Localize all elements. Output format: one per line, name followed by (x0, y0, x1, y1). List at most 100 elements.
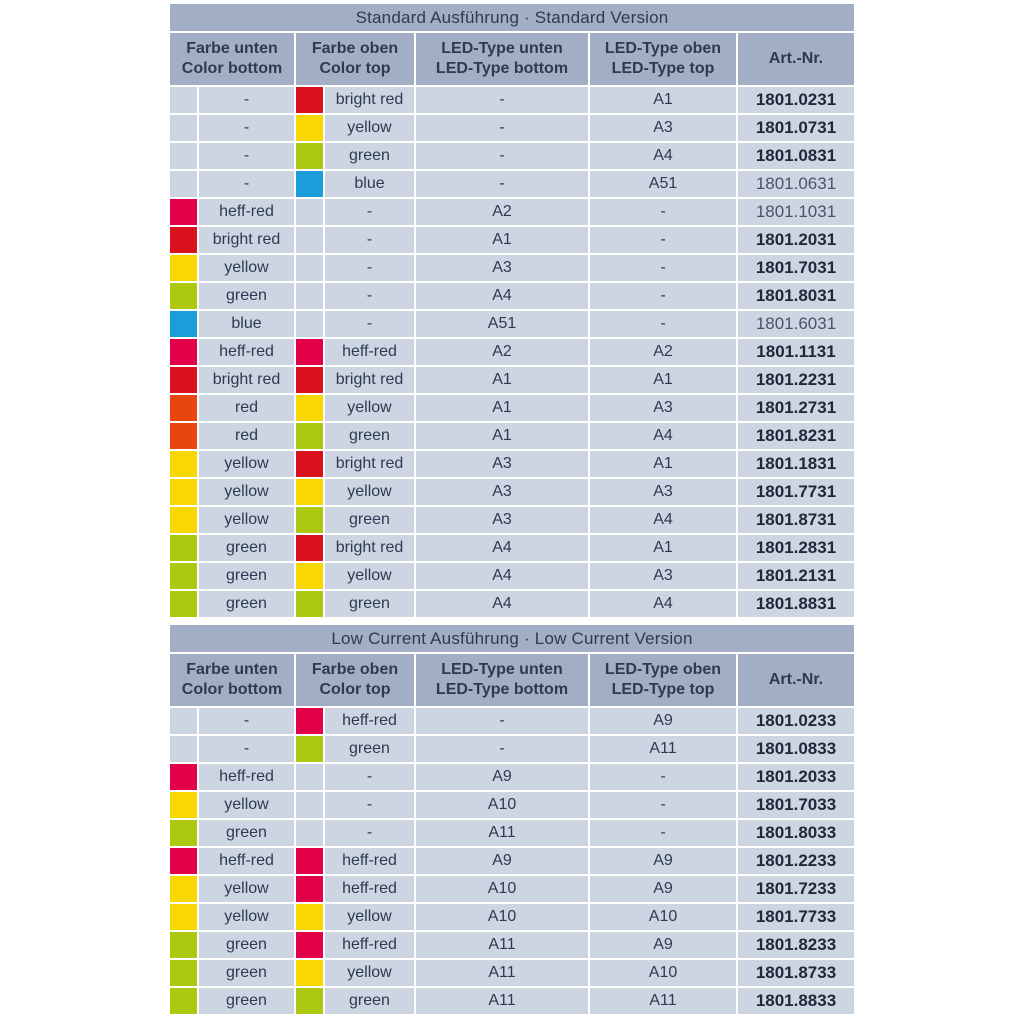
column-header-line2: LED-Type bottom (435, 60, 569, 77)
led-type-bottom-value: A2 (416, 339, 588, 365)
column-header-line1: Farbe unten (186, 661, 278, 678)
led-type-bottom-value: A3 (416, 479, 588, 505)
led-type-bottom-value: - (416, 171, 588, 197)
art-nr-value: 1801.2131 (738, 563, 854, 589)
led-type-top-value: - (590, 820, 736, 846)
art-nr-value: 1801.2831 (738, 535, 854, 561)
table-row: - yellow - A3 1801.0731 (170, 115, 854, 141)
color-top-label: yellow (325, 395, 414, 421)
art-nr-value: 1801.0831 (738, 143, 854, 169)
color-bottom-swatch (170, 591, 197, 617)
color-top-label: - (325, 283, 414, 309)
column-header-led-type-oben: LED-Type oben LED-Type top (590, 654, 736, 706)
color-top-swatch (296, 591, 323, 617)
table-row: - blue - A51 1801.0631 (170, 171, 854, 197)
led-type-top-value: - (590, 311, 736, 337)
color-top-label: - (325, 311, 414, 337)
color-bottom-swatch (170, 395, 197, 421)
color-bottom-swatch (170, 115, 197, 141)
art-nr-value: 1801.0833 (738, 736, 854, 762)
led-type-top-value: A2 (590, 339, 736, 365)
table-row: yellow bright red A3 A1 1801.1831 (170, 451, 854, 477)
color-bottom-swatch (170, 563, 197, 589)
led-type-top-value: A9 (590, 848, 736, 874)
table-row: - heff-red - A9 1801.0233 (170, 708, 854, 734)
color-bottom-label: green (199, 932, 294, 958)
led-type-bottom-value: A10 (416, 876, 588, 902)
standard-version-table: Standard Ausführung · Standard Version F… (170, 4, 854, 617)
led-type-bottom-value: A3 (416, 451, 588, 477)
column-header-led-type-unten: LED-Type unten LED-Type bottom (416, 33, 588, 85)
column-header-line1: LED-Type unten (441, 40, 563, 57)
art-nr-value: 1801.0233 (738, 708, 854, 734)
column-header-line1: Art.-Nr. (768, 50, 824, 67)
art-nr-value: 1801.8733 (738, 960, 854, 986)
column-header-farbe-unten: Farbe unten Color bottom (170, 33, 294, 85)
color-top-swatch (296, 932, 323, 958)
color-top-swatch (296, 395, 323, 421)
color-bottom-swatch (170, 708, 197, 734)
color-top-label: green (325, 143, 414, 169)
color-bottom-swatch (170, 227, 197, 253)
led-type-top-value: A4 (590, 507, 736, 533)
color-bottom-swatch (170, 199, 197, 225)
led-type-top-value: A3 (590, 479, 736, 505)
led-type-top-value: - (590, 283, 736, 309)
color-bottom-label: heff-red (199, 199, 294, 225)
color-top-swatch (296, 792, 323, 818)
table-row: yellow heff-red A10 A9 1801.7233 (170, 876, 854, 902)
color-bottom-label: heff-red (199, 764, 294, 790)
led-type-top-value: A3 (590, 395, 736, 421)
led-type-top-value: A3 (590, 115, 736, 141)
table-row: green bright red A4 A1 1801.2831 (170, 535, 854, 561)
color-bottom-swatch (170, 848, 197, 874)
led-type-top-value: A4 (590, 143, 736, 169)
color-top-swatch (296, 367, 323, 393)
art-nr-value: 1801.7233 (738, 876, 854, 902)
color-bottom-swatch (170, 876, 197, 902)
color-top-label: - (325, 199, 414, 225)
led-type-top-value: A11 (590, 988, 736, 1014)
color-top-label: bright red (325, 367, 414, 393)
table-row: yellow yellow A10 A10 1801.7733 (170, 904, 854, 930)
color-top-swatch (296, 960, 323, 986)
color-bottom-swatch (170, 143, 197, 169)
column-header-line2: LED-Type bottom (435, 681, 569, 698)
led-type-top-value: A1 (590, 367, 736, 393)
table-row: - bright red - A1 1801.0231 (170, 87, 854, 113)
column-header-led-type-unten: LED-Type unten LED-Type bottom (416, 654, 588, 706)
color-top-swatch (296, 708, 323, 734)
color-top-swatch (296, 736, 323, 762)
color-bottom-swatch (170, 988, 197, 1014)
color-bottom-swatch (170, 792, 197, 818)
led-type-top-value: A3 (590, 563, 736, 589)
color-bottom-label: green (199, 591, 294, 617)
led-type-bottom-value: A1 (416, 227, 588, 253)
table-row: bright red bright red A1 A1 1801.2231 (170, 367, 854, 393)
column-header-line2: LED-Type top (611, 681, 715, 698)
led-type-bottom-value: A4 (416, 283, 588, 309)
color-top-swatch (296, 563, 323, 589)
led-type-top-value: A9 (590, 876, 736, 902)
table-row: heff-red - A2 - 1801.1031 (170, 199, 854, 225)
column-header-art-nr: Art.-Nr. (738, 654, 854, 706)
color-top-label: heff-red (325, 932, 414, 958)
color-top-swatch (296, 423, 323, 449)
column-header-line2: Color top (319, 60, 391, 77)
art-nr-value: 1801.2031 (738, 227, 854, 253)
led-type-bottom-value: A51 (416, 311, 588, 337)
led-type-top-value: A1 (590, 87, 736, 113)
color-top-swatch (296, 199, 323, 225)
color-bottom-label: bright red (199, 227, 294, 253)
table-body: - bright red - A1 1801.0231 - yellow - A… (170, 87, 854, 617)
led-type-bottom-value: A11 (416, 820, 588, 846)
color-bottom-label: yellow (199, 451, 294, 477)
led-type-bottom-value: A3 (416, 507, 588, 533)
table-row: green yellow A4 A3 1801.2131 (170, 563, 854, 589)
table-title: Low Current Ausführung · Low Current Ver… (170, 625, 854, 652)
column-header-line1: Art.-Nr. (768, 671, 824, 688)
art-nr-value: 1801.2033 (738, 764, 854, 790)
led-type-top-value: A9 (590, 708, 736, 734)
led-type-bottom-value: - (416, 708, 588, 734)
